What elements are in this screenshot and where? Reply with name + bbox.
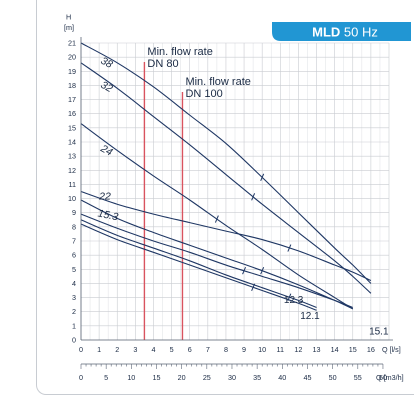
x-axis2-tick-label: 10 bbox=[127, 373, 135, 382]
curve-label: 22 bbox=[98, 190, 111, 202]
y-tick-label: 16 bbox=[68, 109, 76, 118]
x-tick-label: 2 bbox=[115, 345, 119, 354]
x-tick-label: 4 bbox=[151, 345, 155, 354]
x-tick-label: 1 bbox=[97, 345, 101, 354]
y-tick-label: 9 bbox=[72, 208, 76, 217]
curve-marker bbox=[251, 193, 256, 201]
y-tick-label: 18 bbox=[68, 81, 76, 90]
y-tick-label: 12 bbox=[68, 166, 76, 175]
min-flow-lines bbox=[143, 62, 184, 340]
x-tick-label: 9 bbox=[242, 345, 246, 354]
y-tick-label: 7 bbox=[72, 237, 76, 246]
y-tick-label: 8 bbox=[72, 222, 76, 231]
curve-marker bbox=[214, 215, 219, 223]
y-tick-label: 21 bbox=[68, 39, 76, 48]
x-axis2-tick-label: 30 bbox=[228, 373, 236, 382]
y-tick-label: 5 bbox=[72, 265, 76, 274]
min-flow-size-label: DN 100 bbox=[185, 88, 222, 100]
curve-marker bbox=[260, 173, 265, 182]
x-tick-label: 13 bbox=[313, 345, 321, 354]
min-flow-size-label: DN 80 bbox=[147, 58, 178, 70]
badge-text: MLD 50 Hz bbox=[312, 25, 378, 40]
curve-24 bbox=[80, 123, 354, 310]
x-axis2-tick-label: 50 bbox=[329, 373, 337, 382]
curve-label: 15.3 bbox=[97, 207, 120, 223]
y-tick-label: 15 bbox=[68, 123, 76, 132]
x-tick-label: 0 bbox=[79, 345, 83, 354]
curves bbox=[80, 42, 372, 311]
curve-15-1 bbox=[80, 213, 353, 308]
y-tick-label: 4 bbox=[72, 279, 76, 288]
curve-15-3 bbox=[80, 199, 353, 310]
x-axis-unit: Q [l/s] bbox=[382, 345, 401, 354]
badge-frequency: 50 Hz bbox=[340, 25, 378, 40]
curve-label: 32 bbox=[99, 79, 115, 95]
x-axis2-tick-label: 45 bbox=[303, 373, 311, 382]
curve-marker bbox=[242, 267, 247, 275]
curve-end-label: 15.1 bbox=[369, 326, 389, 337]
x-tick-label: 11 bbox=[277, 345, 284, 354]
y-axis-unit: [m] bbox=[64, 23, 74, 32]
curve-label: 38 bbox=[99, 55, 115, 71]
y-tick-label: 13 bbox=[68, 152, 76, 161]
x-axis2-tick-label: 5 bbox=[104, 373, 108, 382]
curve-22 bbox=[80, 190, 372, 282]
x-tick-label: 16 bbox=[367, 345, 375, 354]
curve-marker bbox=[287, 244, 292, 252]
y-tick-label: 0 bbox=[72, 336, 76, 345]
curve-end-label: 12.1 bbox=[300, 311, 320, 322]
x-tick-label: 12 bbox=[294, 345, 302, 354]
x-tick-label: 14 bbox=[331, 345, 339, 354]
x-tick-label: 6 bbox=[188, 345, 192, 354]
y-tick-label: 1 bbox=[72, 321, 76, 330]
y-tick-label: 19 bbox=[68, 67, 76, 76]
curve-12-3 bbox=[80, 219, 317, 308]
curve-38 bbox=[80, 42, 372, 284]
y-tick-label: 14 bbox=[68, 138, 76, 147]
curve-label: 24 bbox=[98, 142, 115, 159]
min-flow-label: Min. flow rate bbox=[147, 46, 212, 58]
y-tick-label: 17 bbox=[68, 95, 76, 104]
y-tick-label: 6 bbox=[72, 251, 76, 260]
curve-12-1 bbox=[80, 223, 317, 311]
x-axis2-tick-label: 0 bbox=[79, 373, 83, 382]
curve-marker bbox=[251, 283, 256, 292]
x-tick-label: 10 bbox=[258, 345, 266, 354]
x-tick-label: 5 bbox=[170, 345, 174, 354]
x-axis2-tick-label: 35 bbox=[253, 373, 261, 382]
x-tick-label: 3 bbox=[133, 345, 137, 354]
y-tick-label: 20 bbox=[68, 53, 76, 62]
y-tick-label: 2 bbox=[72, 307, 76, 316]
curve-marker bbox=[260, 267, 265, 275]
x-axis2-tick-label: 20 bbox=[178, 373, 186, 382]
x-axis2-tick-label: 60 bbox=[379, 373, 387, 382]
x-tick-label: 8 bbox=[224, 345, 228, 354]
y-axis-label: H bbox=[66, 13, 71, 22]
y-tick-label: 10 bbox=[68, 194, 76, 203]
x-axis2-tick-label: 25 bbox=[203, 373, 211, 382]
x-axis2-tick-label: 40 bbox=[278, 373, 286, 382]
left-margin bbox=[0, 0, 36, 394]
x-tick-label: 15 bbox=[349, 345, 357, 354]
x-axis2-tick-label: 15 bbox=[152, 373, 160, 382]
min-flow-label: Min. flow rate bbox=[185, 76, 250, 88]
badge-background bbox=[272, 22, 411, 41]
model-badge: MLD 50 Hz bbox=[272, 22, 411, 41]
y-tick-label: 11 bbox=[69, 180, 76, 189]
x-tick-label: 7 bbox=[206, 345, 210, 354]
x-axis2-tick-label: 55 bbox=[354, 373, 362, 382]
badge-model: MLD bbox=[312, 25, 340, 40]
curve-end-label: 12.3 bbox=[284, 295, 304, 306]
y-tick-label: 3 bbox=[72, 293, 76, 302]
x-axis2-unit: Q [m3/h] bbox=[376, 373, 404, 382]
